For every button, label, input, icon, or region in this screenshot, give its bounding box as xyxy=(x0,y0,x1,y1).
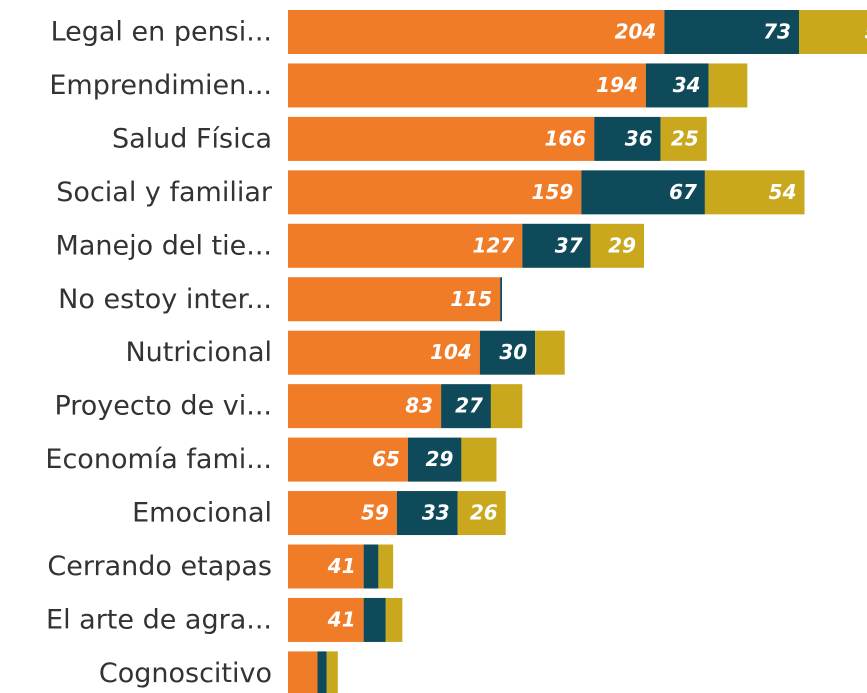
value-label: 27 xyxy=(455,394,483,418)
value-label: 65 xyxy=(372,447,400,471)
bar-segment xyxy=(288,116,595,161)
value-label: 127 xyxy=(473,233,515,257)
bar-segment xyxy=(581,170,705,215)
category-label: No estoy inter... xyxy=(58,284,272,315)
value-label: 41 xyxy=(327,607,356,631)
bar-segment xyxy=(441,384,491,429)
bar-segment xyxy=(664,10,799,54)
bar-segment xyxy=(407,437,462,482)
category-label: Emprendimien... xyxy=(49,70,272,101)
value-label: 83 xyxy=(405,394,433,418)
bar-segment xyxy=(535,330,565,375)
category-label: Legal en pensi... xyxy=(51,17,272,48)
bar-segment xyxy=(594,116,661,161)
value-label: 33 xyxy=(422,501,450,525)
bar-segment xyxy=(288,330,480,375)
bar-segment xyxy=(385,597,403,642)
category-label: Proyecto de vi... xyxy=(54,391,272,422)
category-label: Cognoscitivo xyxy=(99,658,272,689)
bar-segment xyxy=(645,63,709,108)
value-label: 159 xyxy=(532,180,574,204)
value-label: 115 xyxy=(450,287,492,311)
bar-segment xyxy=(461,437,497,482)
bar-segment xyxy=(288,384,442,429)
value-label: 59 xyxy=(361,501,389,525)
value-label: 34 xyxy=(673,73,701,97)
category-label: Cerrando etapas xyxy=(47,551,272,582)
bar-segment xyxy=(708,63,748,108)
bar-segment xyxy=(590,223,645,268)
bar-segment xyxy=(288,10,665,54)
bar-segment xyxy=(490,384,523,429)
bar-segment xyxy=(288,277,501,322)
bar-segment xyxy=(500,277,502,322)
bar-segment xyxy=(288,223,523,268)
value-label: 36 xyxy=(625,126,653,150)
bar-segment xyxy=(457,491,506,536)
bar-segment xyxy=(288,437,408,482)
bar-segment xyxy=(288,651,318,693)
value-label: 37 xyxy=(555,233,583,257)
category-label: Social y familiar xyxy=(56,177,273,208)
value-label: 26 xyxy=(470,501,498,525)
value-label: 29 xyxy=(608,233,636,257)
bar-segment xyxy=(522,223,591,268)
value-label: 30 xyxy=(499,340,527,364)
category-label: Nutricional xyxy=(125,337,272,368)
category-label: El arte de agra... xyxy=(46,604,272,635)
category-label: Emocional xyxy=(132,498,272,529)
bar-segment xyxy=(288,544,364,589)
bar-segment xyxy=(288,597,364,642)
bar-segment xyxy=(704,170,805,215)
category-label: Economía fami... xyxy=(45,444,272,475)
bar-segment xyxy=(479,330,536,375)
bar-segment xyxy=(288,491,397,536)
value-label: 25 xyxy=(671,126,699,150)
value-label: 104 xyxy=(430,340,472,364)
value-label: 204 xyxy=(615,20,657,44)
value-label: 166 xyxy=(544,126,586,150)
category-label: Salud Física xyxy=(112,123,272,154)
bar-segment xyxy=(326,651,338,693)
value-label: 55 xyxy=(865,20,867,44)
bar-segment xyxy=(288,170,582,215)
value-label: 194 xyxy=(596,73,638,97)
value-label: 41 xyxy=(327,554,356,578)
bar-segment xyxy=(317,651,327,693)
value-label: 29 xyxy=(426,447,454,471)
bar-segment xyxy=(660,116,707,161)
value-label: 73 xyxy=(763,20,791,44)
value-label: 67 xyxy=(669,180,697,204)
bar-segment xyxy=(798,10,867,54)
bar-segment xyxy=(288,63,646,108)
bar-segment xyxy=(396,491,458,536)
bar-segment xyxy=(363,544,379,589)
bar-segment xyxy=(378,544,394,589)
category-label: Manejo del tie... xyxy=(56,230,272,261)
value-label: 54 xyxy=(769,180,797,204)
bar-segment xyxy=(363,597,386,642)
